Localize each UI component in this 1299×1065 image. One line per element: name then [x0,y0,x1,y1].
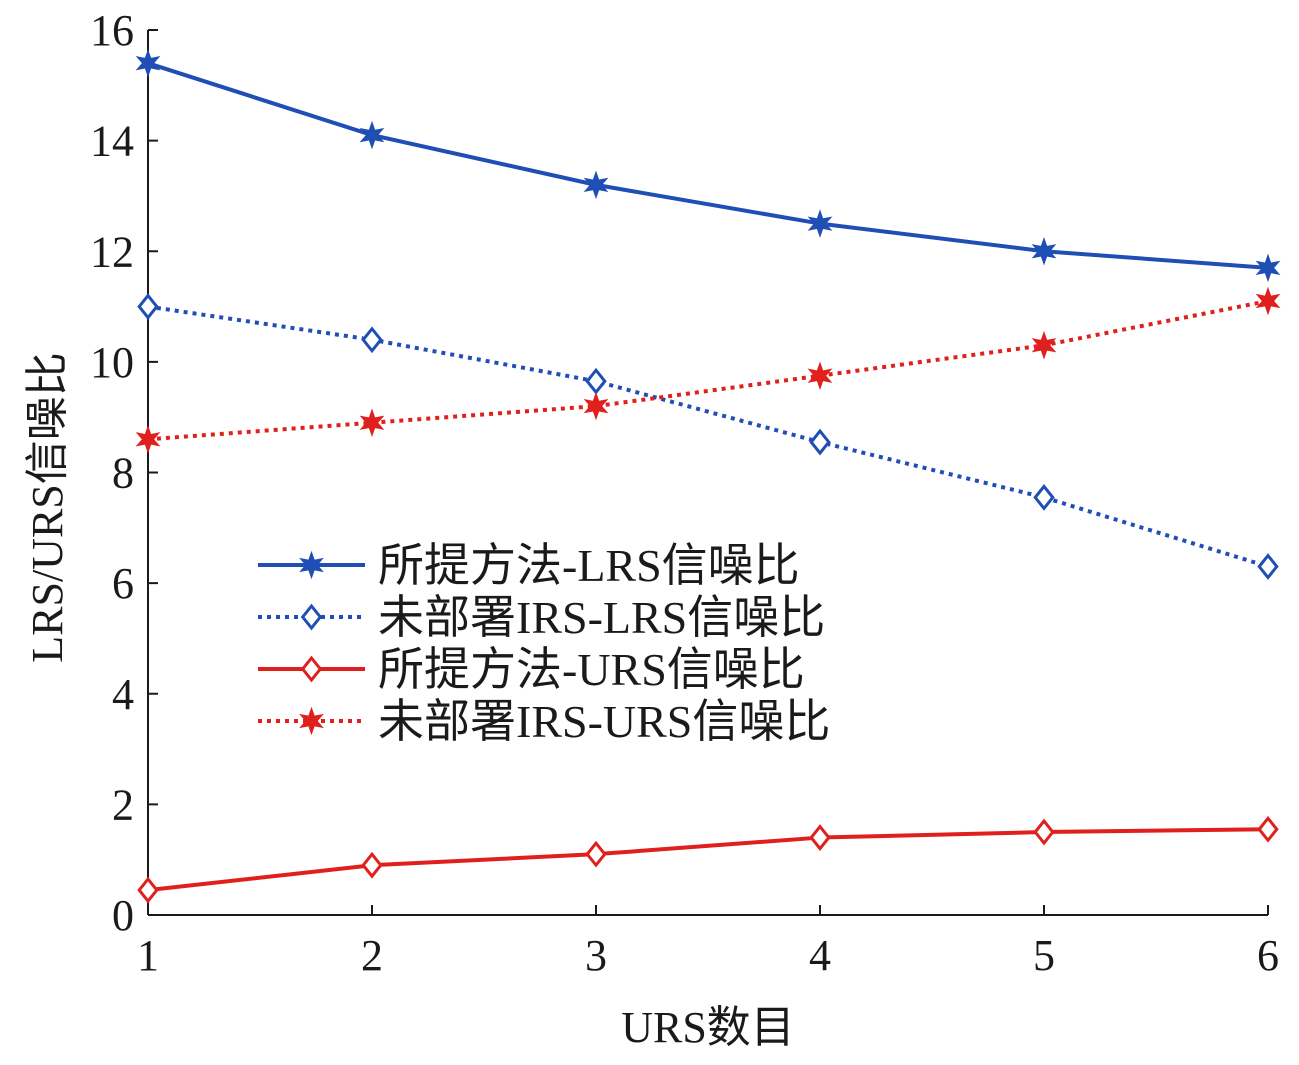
x-tick-label: 4 [809,931,831,980]
series-2 [137,293,1279,580]
data-point-star [807,209,833,238]
y-tick-label: 6 [112,559,134,608]
data-point-diamond [361,851,383,879]
data-point-star [583,391,609,421]
series-layer [135,48,1281,904]
data-point-star [359,120,385,150]
legend-marker-diamond [300,603,323,631]
data-point-diamond [1257,553,1279,580]
y-tick-label: 14 [90,117,134,166]
x-tick-label: 2 [361,931,383,980]
legend-item: 未部署IRS-URS信噪比 [258,696,830,747]
x-tick-label: 3 [585,931,607,980]
data-point-diamond [361,326,383,354]
y-tick-label: 2 [112,780,134,829]
series-line [146,827,1270,893]
x-tick-label: 5 [1033,931,1055,980]
data-point-diamond [1033,483,1055,511]
data-point-diamond [585,367,607,395]
legend-item: 所提方法-LRS信噪比 [258,540,800,591]
data-point-star [359,408,385,438]
legend-label: 未部署IRS-LRS信噪比 [378,592,825,643]
y-tick-label: 8 [112,449,134,498]
x-tick-label: 1 [137,931,159,980]
x-tick-label: 6 [1257,931,1279,980]
legend-item: 所提方法-URS信噪比 [258,644,805,695]
data-point-diamond [809,428,831,456]
x-axis-label: URS数目 [621,1003,795,1052]
data-point-diamond [1257,815,1279,843]
y-axis-label: LRS/URS信噪比 [23,352,72,663]
legend-marker-star [299,706,324,736]
legend-item: 未部署IRS-LRS信噪比 [258,592,825,643]
legend: 所提方法-LRS信噪比未部署IRS-LRS信噪比所提方法-URS信噪比未部署IR… [258,540,830,747]
data-point-diamond [137,293,159,320]
series-4 [135,286,1281,454]
y-tick-label: 10 [90,338,134,387]
data-point-diamond [585,840,607,868]
series-1 [135,48,1281,283]
y-tick-label: 4 [112,670,134,719]
series-3 [137,815,1279,904]
data-point-star [807,361,833,390]
series-line [147,299,1269,442]
legend-label: 未部署IRS-URS信噪比 [378,696,830,747]
data-point-star [135,425,161,454]
data-point-diamond [137,876,159,904]
legend-label: 所提方法-URS信噪比 [378,644,805,695]
data-point-star [1031,236,1057,266]
y-tick-label: 12 [90,227,134,276]
data-point-diamond [809,824,831,851]
series-line [147,304,1269,569]
data-point-star [1031,330,1057,360]
legend-marker-diamond [300,655,323,683]
y-tick-label: 0 [112,891,134,940]
legend-marker-star [299,550,324,580]
data-point-diamond [1033,818,1055,846]
y-tick-label: 16 [90,6,134,55]
legend-label: 所提方法-LRS信噪比 [378,540,800,591]
data-point-star [1255,253,1281,283]
data-point-star [1255,286,1281,316]
data-point-star [583,170,609,200]
data-point-star [135,48,161,78]
series-line [146,61,1270,270]
